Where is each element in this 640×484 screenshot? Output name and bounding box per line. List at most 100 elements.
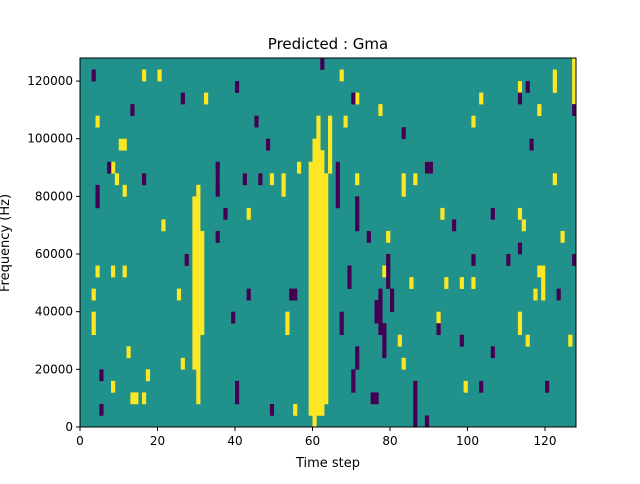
heatmap-cell-low xyxy=(490,207,495,220)
heatmap-cell-high xyxy=(114,173,120,186)
heatmap-cell-low xyxy=(401,127,406,140)
x-axis-ticks: 0 20 40 60 80 100 120 xyxy=(76,427,556,448)
chart-title: Predicted : Gma xyxy=(268,35,388,53)
x-tick-label: 80 xyxy=(382,434,397,448)
x-tick-label: 40 xyxy=(227,434,242,448)
heatmap-cell-high xyxy=(95,115,100,128)
y-axis-ticks: 0 20000 40000 60000 80000 100000 120000 xyxy=(27,74,80,434)
heatmap-cell-high xyxy=(111,380,116,393)
heatmap-cell-low xyxy=(382,323,387,359)
heatmap-cell-high xyxy=(386,230,391,243)
heatmap-cell-low xyxy=(235,81,240,93)
heatmap-cell-low xyxy=(254,115,259,128)
heatmap-cell-low xyxy=(107,161,112,174)
heatmap-cell-high xyxy=(568,334,573,347)
heatmap-cell-low xyxy=(223,207,228,220)
heatmap-cell-high xyxy=(246,207,251,220)
heatmap-cell-low xyxy=(386,254,391,289)
heatmap-cell-low xyxy=(231,311,236,324)
heatmap-cell-low xyxy=(459,334,464,347)
heatmap-cell-high xyxy=(293,403,298,416)
heatmap-cell-high xyxy=(312,138,317,428)
heatmap-cell-low xyxy=(556,288,561,301)
heatmap-cell-high xyxy=(285,311,290,336)
heatmap-cell-low xyxy=(289,288,294,301)
heatmap-cell-high xyxy=(142,69,147,82)
y-tick-label: 100000 xyxy=(27,132,73,146)
heatmap-cell-high xyxy=(409,277,414,289)
heatmap-cell-high xyxy=(95,265,100,278)
heatmap-cell-high xyxy=(537,104,542,116)
heatmap-cell-low xyxy=(374,300,379,324)
heatmap-cell-low xyxy=(424,161,430,174)
heatmap-cell-low xyxy=(258,173,263,186)
heatmap-cell-high xyxy=(382,265,387,278)
heatmap-cell-low xyxy=(215,230,220,243)
heatmap-cell-high xyxy=(463,380,468,393)
heatmap-cell-low xyxy=(428,161,433,174)
heatmap-cell-low xyxy=(390,288,395,312)
heatmap-cell-low xyxy=(355,346,360,370)
heatmap-cell-low xyxy=(335,161,340,209)
heatmap-cells xyxy=(80,58,577,428)
heatmap-cell-high xyxy=(134,392,139,405)
heatmap-cell-high xyxy=(397,334,402,347)
heatmap-cell-low xyxy=(378,288,383,336)
heatmap-cell-high xyxy=(142,392,147,405)
heatmap-cell-low xyxy=(215,161,220,197)
heatmap-cell-high xyxy=(130,392,135,405)
heatmap-cell-low xyxy=(142,173,147,186)
heatmap-cell-high xyxy=(355,173,360,186)
heatmap-cell-low xyxy=(572,104,577,116)
heatmap-cell-high xyxy=(343,115,348,128)
heatmap-cell-low xyxy=(413,380,418,428)
heatmap-cell-low xyxy=(91,69,96,82)
heatmap-cell-low xyxy=(545,380,550,393)
heatmap-cell-low xyxy=(506,254,511,266)
heatmap-cell-low xyxy=(266,138,271,151)
heatmap-cell-low xyxy=(529,138,534,151)
heatmap-cell-high xyxy=(521,219,526,232)
y-tick-label: 0 xyxy=(65,420,73,434)
heatmap-cell-high xyxy=(180,357,185,370)
heatmap-cell-high xyxy=(517,81,523,93)
heatmap-cell-high xyxy=(572,58,577,105)
heatmap-cell-high xyxy=(355,92,360,105)
heatmap-cell-high xyxy=(552,173,557,186)
heatmap-cell-high xyxy=(444,277,449,289)
heatmap-cell-low xyxy=(525,81,530,93)
heatmap-cell-high xyxy=(440,207,445,220)
y-tick-label: 120000 xyxy=(27,74,73,88)
heatmap-cell-high xyxy=(118,138,123,151)
heatmap-cell-high xyxy=(525,334,530,347)
heatmap-cell-high xyxy=(413,173,418,186)
heatmap-cell-low xyxy=(370,392,375,405)
y-tick-label: 60000 xyxy=(35,247,73,261)
heatmap-cell-high xyxy=(324,173,329,405)
heatmap-cell-low xyxy=(471,254,476,266)
heatmap-cell-high xyxy=(552,69,557,93)
heatmap-cell-high xyxy=(297,161,302,174)
heatmap-cell-low xyxy=(130,104,135,116)
heatmap-cell-high xyxy=(308,161,313,416)
heatmap-cell-low xyxy=(293,288,298,301)
heatmap-cell-low xyxy=(246,288,251,301)
y-axis-label: Frequency (Hz) xyxy=(0,194,13,292)
heatmap-cell-low xyxy=(269,403,275,416)
heatmap-cell-high xyxy=(401,357,406,370)
heatmap-cell-low xyxy=(479,380,484,393)
heatmap-cell-low xyxy=(99,369,104,382)
heatmap-cell-low xyxy=(351,369,356,393)
heatmap-cell-high xyxy=(537,265,542,278)
heatmap-cell-low xyxy=(436,323,441,336)
heatmap-cell-low xyxy=(347,265,352,289)
heatmap-cell-low xyxy=(99,403,104,416)
axes-frame xyxy=(79,57,577,428)
heatmap-cell-high xyxy=(145,369,151,382)
heatmap-cell-low xyxy=(180,92,185,105)
heatmap-cell-low xyxy=(339,311,344,336)
heatmap-cell-high xyxy=(541,265,546,301)
x-axis-label: Time step xyxy=(295,456,360,471)
heatmap-cell-high xyxy=(479,92,484,105)
heatmap-cell-low xyxy=(517,92,523,105)
